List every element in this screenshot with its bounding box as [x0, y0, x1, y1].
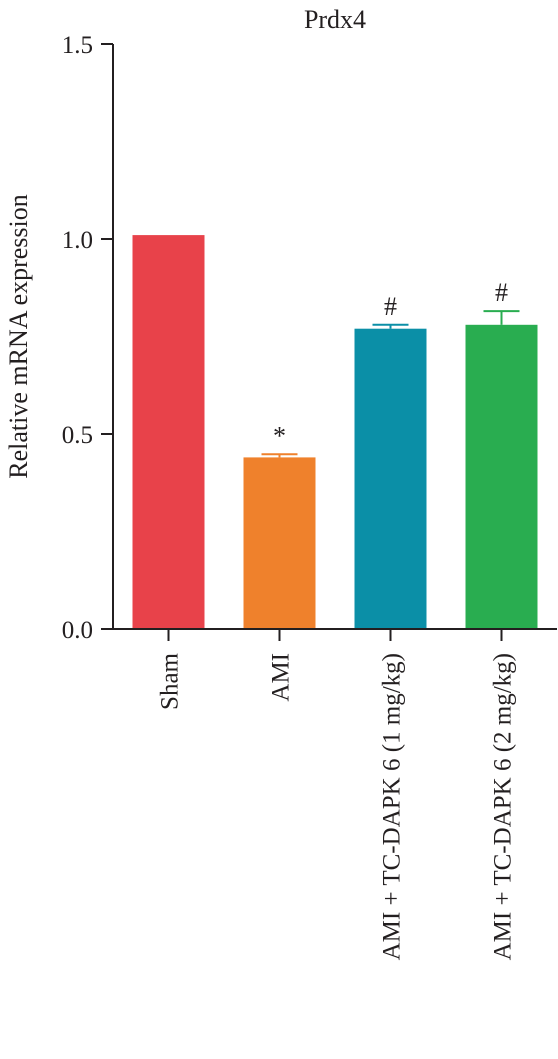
- x-tick-label-1: AMI: [268, 653, 295, 702]
- y-tick-label-0: 0.0: [62, 617, 93, 644]
- y-axis-label: Relative mRNA expression: [4, 194, 33, 479]
- y-ticks: 0.0 0.5 1.0 1.5: [62, 32, 113, 644]
- significance-markers: * # #: [273, 278, 508, 450]
- y-tick-label-3: 1.5: [62, 32, 93, 59]
- significance-marker-3: #: [495, 278, 508, 307]
- bar-3: [465, 324, 538, 629]
- x-tick-label-3: AMI + TC-DAPK 6 (2 mg/kg): [490, 653, 517, 960]
- chart-title: Prdx4: [304, 5, 366, 34]
- x-tick-label-0: Sham: [157, 652, 184, 710]
- y-tick-label-1: 0.5: [62, 422, 93, 449]
- error-bars-group: [261, 310, 520, 458]
- bar-0: [132, 235, 205, 629]
- bars-group: [132, 235, 538, 629]
- axes: [112, 44, 557, 630]
- x-tick-label-2: AMI + TC-DAPK 6 (1 mg/kg): [379, 653, 406, 960]
- y-tick-label-2: 1.0: [62, 227, 93, 254]
- significance-marker-2: #: [384, 292, 397, 321]
- bar-1: [243, 457, 316, 629]
- bar-2: [354, 328, 427, 629]
- significance-marker-1: *: [273, 421, 286, 450]
- x-ticks: Sham AMI AMI + TC-DAPK 6 (1 mg/kg) AMI + TC…: [157, 629, 517, 960]
